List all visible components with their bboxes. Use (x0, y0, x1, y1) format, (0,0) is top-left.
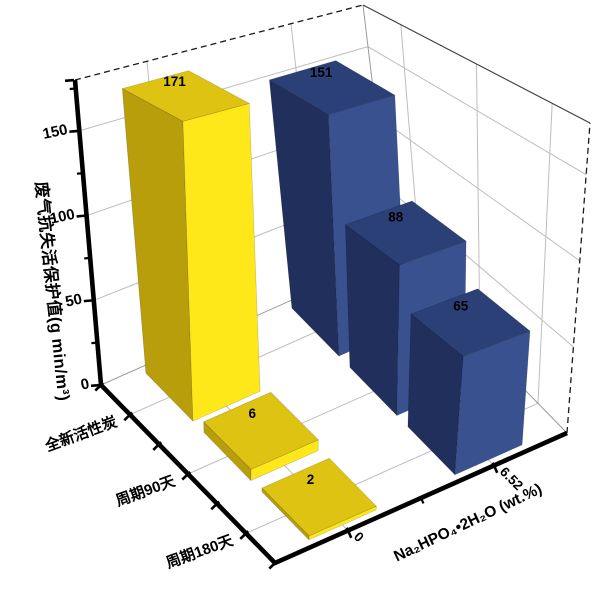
x-axis-title: Na₂HPO₄•2H₂O (wt.%) (391, 481, 544, 566)
bar-face-top (410, 288, 531, 357)
right-back-dashed-edge (566, 122, 591, 434)
bar-face-right (250, 439, 319, 481)
category-tick (268, 559, 279, 570)
category-label: 周期180天 (163, 531, 236, 572)
category-tick (239, 530, 250, 540)
bar-face-top (121, 70, 251, 122)
y-major-tick (64, 78, 75, 83)
y-axis-tick-label: 0 (79, 375, 91, 393)
bar-value-label: 151 (310, 65, 333, 80)
y-major-tick (90, 383, 101, 388)
x-major-tick (345, 527, 353, 539)
y-axis-tick-label: 50 (64, 291, 84, 311)
bar-face-right (182, 103, 261, 422)
x-minor-tick (419, 495, 425, 504)
bar-s0-c0: 171 (121, 70, 261, 422)
top-right-edge (362, 4, 591, 124)
y-axis-tick-label: 100 (48, 206, 76, 228)
bar-face-top (344, 200, 467, 266)
x-major-tick (491, 462, 499, 474)
bar-face-top (261, 457, 377, 537)
category-tick (152, 441, 163, 451)
category-label: 周期90天 (113, 472, 178, 510)
y-axis-tick-label: 150 (41, 121, 69, 143)
bars: 151 171 88 6 65 2 (121, 60, 531, 541)
bar-value-label: 171 (163, 74, 186, 89)
bar-face-top (203, 391, 319, 470)
category-label: 全新活性炭 (42, 413, 120, 456)
bar-s0-c1: 6 (203, 391, 319, 482)
bar-value-label: 6 (248, 406, 256, 421)
bar-s0-c2: 2 (261, 457, 377, 541)
axis-ticks (64, 78, 499, 570)
category-tick (210, 500, 221, 511)
bar-face-top (268, 60, 396, 115)
y-major-tick (76, 214, 86, 218)
category-tick (181, 470, 192, 481)
y-major-tick (69, 129, 79, 133)
bar-s1-c2: 65 (407, 288, 531, 476)
gridline (537, 103, 553, 404)
bar-value-label: 65 (453, 299, 469, 314)
y-major-tick (83, 299, 93, 303)
category-tick (94, 381, 105, 392)
bar-value-label: 2 (307, 472, 315, 487)
x-axis-tick-label: 0 (351, 529, 367, 545)
category-tick (123, 411, 134, 422)
bar-value-label: 88 (388, 209, 404, 224)
